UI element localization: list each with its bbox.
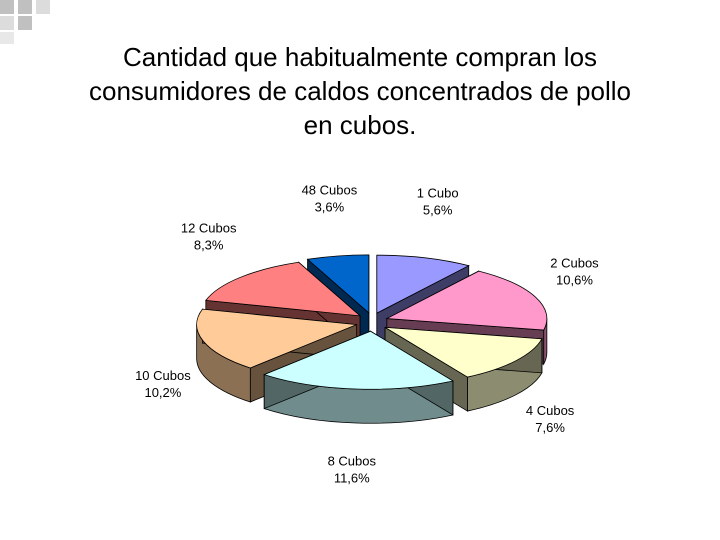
slice-category: 12 Cubos bbox=[181, 221, 237, 236]
deco-square bbox=[36, 0, 50, 14]
slice-percent: 11,6% bbox=[334, 470, 370, 485]
deco-square bbox=[0, 32, 14, 44]
slice-percent: 10,2% bbox=[144, 385, 181, 400]
slice-top bbox=[263, 330, 454, 390]
slice-label: 4 Cubos 7,6% bbox=[526, 403, 575, 435]
slice-percent: 7,6% bbox=[535, 420, 565, 435]
slice-category: 2 Cubos bbox=[550, 256, 599, 271]
slice-label: 2 Cubos 10,6% bbox=[550, 256, 599, 288]
title-line: en cubos. bbox=[303, 110, 417, 140]
slice-top bbox=[384, 326, 543, 378]
deco-square bbox=[18, 0, 32, 14]
corner-decoration bbox=[0, 0, 70, 44]
slice-category: 1 Cubo bbox=[417, 186, 459, 201]
slice-top bbox=[196, 308, 357, 369]
slide-title: Cantidad que habitualmente compran los c… bbox=[20, 40, 700, 142]
slice-category: 8 Cubos bbox=[328, 453, 377, 468]
slice-top bbox=[376, 254, 470, 314]
deco-square bbox=[0, 16, 14, 30]
slice-label: 10 Cubos 10,2% bbox=[135, 368, 191, 400]
title-line: consumidores de caldos concentrados de p… bbox=[88, 76, 631, 106]
slice-top bbox=[205, 261, 362, 317]
slice-percent: 3,6% bbox=[315, 199, 345, 214]
slice-label: 12 Cubos 8,3% bbox=[181, 221, 237, 253]
slice-category: 10 Cubos bbox=[135, 368, 191, 383]
slice-percent: 5,6% bbox=[423, 203, 453, 218]
slice-category: 48 Cubos bbox=[302, 182, 358, 197]
slice-label: 8 Cubos 11,6% bbox=[328, 453, 377, 485]
slice-label: 48 Cubos 3,6% bbox=[302, 182, 358, 214]
deco-square bbox=[0, 0, 14, 14]
slice-top bbox=[385, 270, 548, 331]
pie-slice bbox=[263, 330, 454, 424]
slice-category: 4 Cubos bbox=[526, 403, 575, 418]
slice-percent: 10,6% bbox=[556, 273, 593, 288]
slice-percent: 8,3% bbox=[194, 238, 224, 253]
slice-top bbox=[306, 254, 370, 314]
deco-square bbox=[18, 16, 32, 30]
slice-label: 1 Cubo 5,6% bbox=[417, 186, 459, 218]
title-line: Cantidad que habitualmente compran los bbox=[122, 42, 598, 72]
